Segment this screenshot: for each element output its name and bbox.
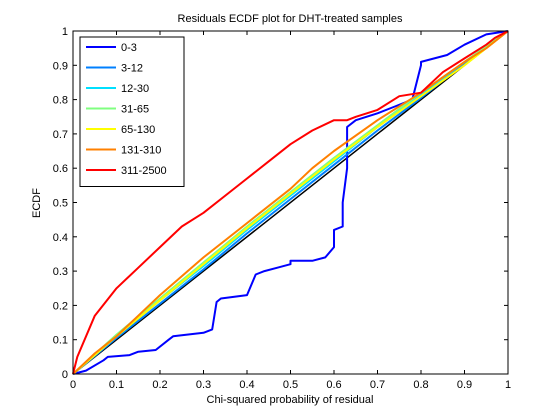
y-tick-label: 0.3 — [53, 266, 68, 278]
x-tick-label: 0.2 — [152, 379, 167, 391]
x-tick-label: 0.1 — [109, 379, 124, 391]
legend-label-31-65: 31-65 — [121, 104, 149, 116]
legend: 0-3 3-12 12-30 31-65 65-130 131-310 311-2500 — [79, 36, 185, 187]
y-tick-label: 0.8 — [53, 95, 68, 107]
x-axis-title: Chi-squared probability of residual — [207, 394, 374, 406]
reference-layer — [72, 30, 509, 375]
x-tick-label: 1 — [505, 379, 511, 391]
y-tick-label: 0.2 — [53, 300, 68, 312]
x-tick-label: 0.7 — [370, 379, 385, 391]
x-tick-label: 0.6 — [326, 379, 341, 391]
x-tick-label: 0.3 — [196, 379, 211, 391]
x-tick-label: 0.4 — [239, 379, 254, 391]
y-tick-label: 0.7 — [53, 129, 68, 141]
series-layer — [72, 30, 509, 375]
y-tick-label: 0.6 — [53, 163, 68, 175]
x-tick-label: 0.5 — [283, 379, 298, 391]
series-line-65-130 — [72, 30, 509, 375]
x-tick-label: 0.8 — [413, 379, 428, 391]
legend-label-12-30: 12-30 — [121, 83, 149, 95]
y-tick-label: 0.5 — [53, 198, 68, 210]
y-axis-title: ECDF — [31, 188, 43, 218]
y-tick-label: 0.9 — [53, 60, 68, 72]
y-tick-label: 0 — [62, 369, 68, 381]
series-line-311-2500 — [72, 30, 509, 375]
legend-label-3-12: 3-12 — [121, 63, 143, 75]
legend-label-131-310: 131-310 — [121, 145, 161, 157]
y-tick-label: 0.4 — [53, 232, 68, 244]
axes-layer: 0 0.1 0.2 0.3 0.4 0.5 0.6 0.7 0.8 0.9 1 0 0.1 0.2 0.3 0… — [53, 26, 511, 391]
series-line-131-310 — [72, 30, 509, 375]
chart-title: Residuals ECDF plot for DHT-treated samp… — [178, 13, 403, 25]
legend-label-311-2500: 311-2500 — [121, 165, 167, 177]
x-tick-label: 0 — [70, 379, 76, 391]
reference-diagonal-line — [72, 30, 509, 375]
y-tick-label: 0.1 — [53, 335, 68, 347]
legend-label-65-130: 65-130 — [121, 124, 155, 136]
x-tick-label: 0.9 — [457, 379, 472, 391]
legend-box — [79, 36, 185, 187]
y-tick-label: 1 — [62, 26, 68, 38]
legend-label-0-3: 0-3 — [121, 42, 137, 54]
